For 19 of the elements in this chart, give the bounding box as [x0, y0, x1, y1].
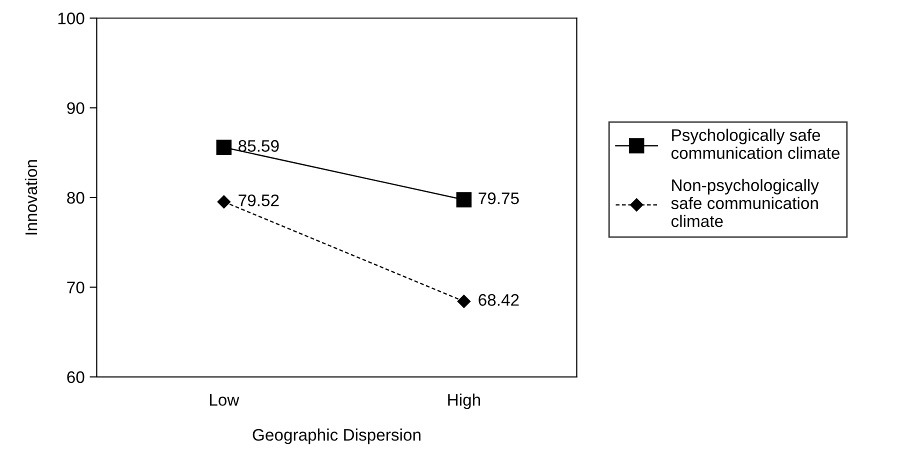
point [216, 140, 232, 156]
y-tick-label: 80 [67, 192, 84, 204]
y-tick-label: 70 [67, 282, 84, 294]
x-tick-label: Low [210, 394, 240, 406]
y-tick-label: 60 [67, 371, 84, 384]
data-label: 79.52 [238, 194, 279, 206]
data-label: 79.75 [478, 192, 519, 204]
point [456, 192, 472, 208]
y-tick-label: 90 [67, 102, 84, 114]
y-tick-label: 100 [58, 12, 84, 24]
data-label: 85.59 [238, 140, 279, 152]
x-axis-title: Geographic Dispersion [252, 428, 420, 444]
legend-label: Psychologically safe communication climate [671, 128, 840, 159]
data-label: 68.42 [478, 294, 519, 306]
legend-label: Non-psychologically safe communication climate [671, 178, 819, 228]
point [217, 195, 231, 208]
x-tick-label: High [448, 394, 480, 410]
point [457, 294, 471, 308]
y-axis-title: Innovation [24, 160, 38, 234]
